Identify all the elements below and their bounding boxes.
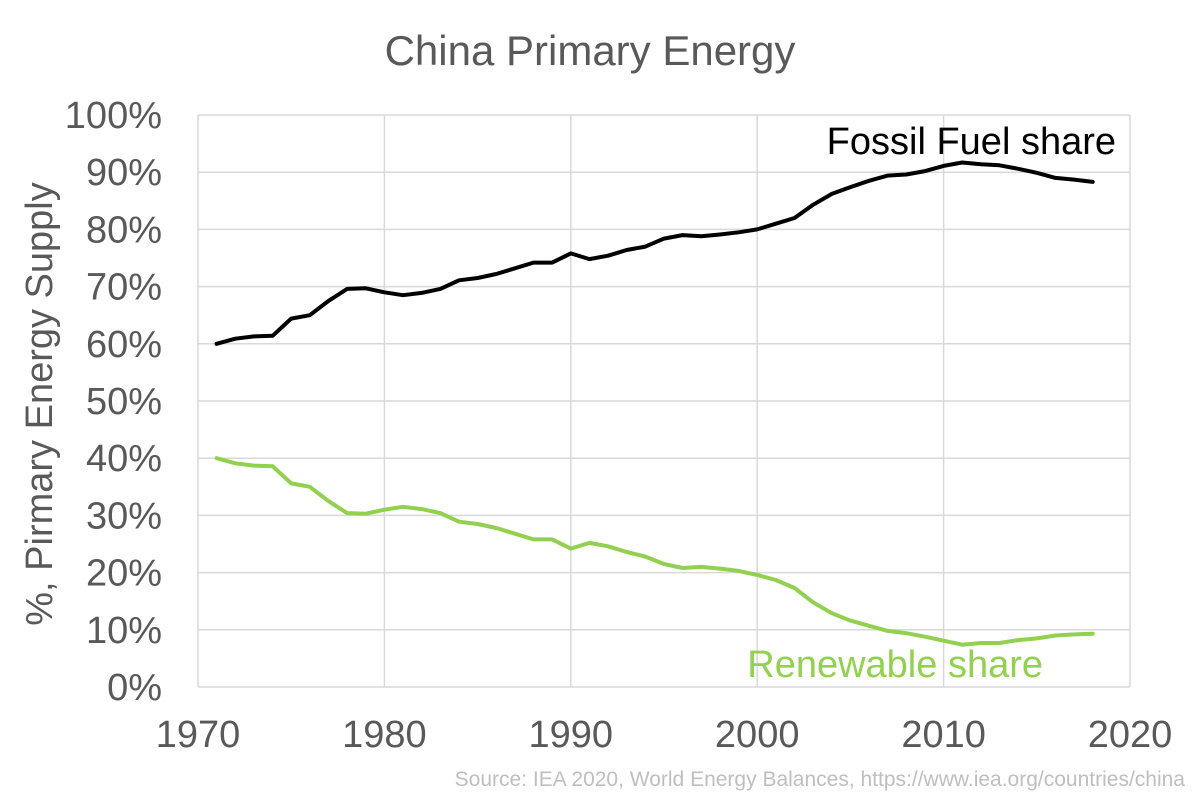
- x-tick-label: 1990: [529, 714, 614, 756]
- fossil-annotation: Fossil Fuel share: [827, 121, 1116, 163]
- renewable-annotation: Renewable share: [747, 644, 1043, 686]
- chart-title: China Primary Energy: [385, 27, 796, 74]
- y-tick-label: 100%: [65, 95, 162, 137]
- y-tick-label: 50%: [86, 381, 162, 423]
- y-axis-ticks: 0% 10% 20% 30% 40% 50% 60% 70% 80% 90% 100%: [65, 95, 162, 709]
- y-tick-label: 80%: [86, 209, 162, 251]
- y-tick-label: 0%: [107, 667, 162, 709]
- x-tick-label: 1970: [156, 714, 241, 756]
- y-tick-label: 70%: [86, 267, 162, 309]
- y-tick-label: 90%: [86, 152, 162, 194]
- y-tick-label: 10%: [86, 610, 162, 652]
- y-tick-label: 40%: [86, 438, 162, 480]
- source-note: Source: IEA 2020, World Energy Balances,…: [455, 768, 1186, 791]
- fossil-fuel-share-line: [214, 160, 1095, 346]
- x-tick-label: 2020: [1088, 714, 1173, 756]
- x-tick-label: 2000: [715, 714, 800, 756]
- grid: [197, 114, 1131, 688]
- y-axis-label: %, Pirmary Energy Supply: [19, 182, 61, 626]
- y-tick-label: 20%: [86, 553, 162, 595]
- x-tick-label: 1980: [342, 714, 427, 756]
- renewable-share-line: [214, 456, 1095, 647]
- y-tick-label: 30%: [86, 495, 162, 537]
- y-tick-label: 60%: [86, 324, 162, 366]
- x-tick-label: 2010: [901, 714, 986, 756]
- series-lines: [214, 160, 1095, 647]
- x-axis-ticks: 1970 1980 1990 2000 2010 2020: [156, 714, 1173, 756]
